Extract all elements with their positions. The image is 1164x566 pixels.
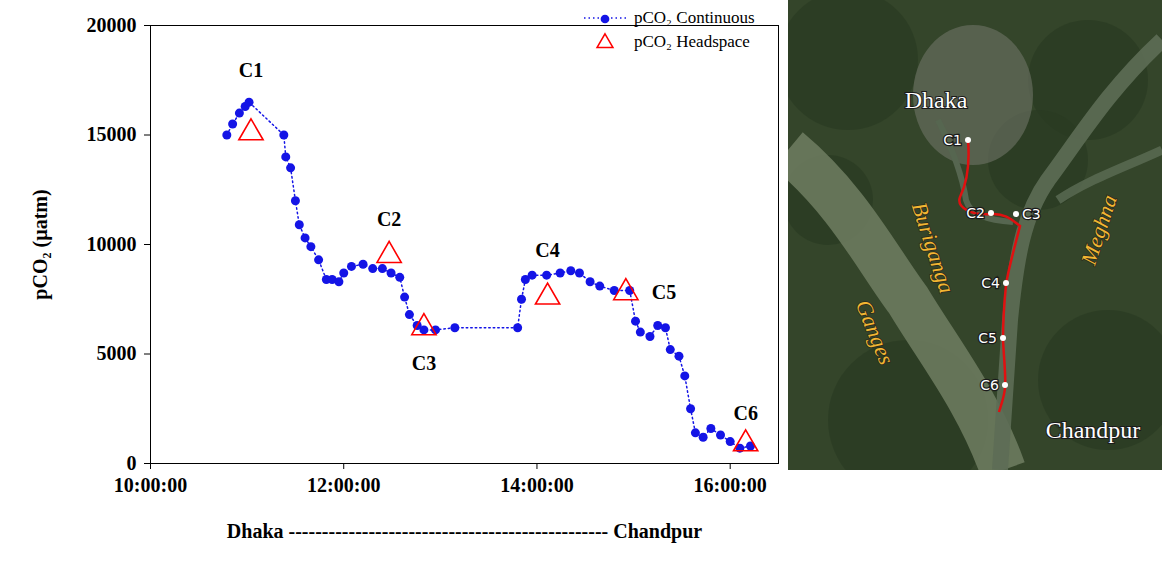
svg-text:C3: C3 — [412, 352, 436, 374]
svg-text:10:00:00: 10:00:00 — [114, 474, 187, 496]
svg-text:C5: C5 — [652, 281, 676, 303]
svg-text:14:00:00: 14:00:00 — [500, 474, 573, 496]
svg-text:10000: 10000 — [87, 233, 137, 255]
svg-text:Meghna: Meghna — [1076, 192, 1122, 269]
svg-text:pCO₂ (µatm): pCO₂ (µatm) — [29, 189, 52, 299]
svg-text:Buriganga: Buriganga — [907, 199, 960, 296]
svg-text:C1: C1 — [239, 59, 263, 81]
html-text:pCO₂ Continuous: pCO₂ Continuous — [634, 8, 755, 27]
svg-text:C5: C5 — [978, 330, 997, 346]
svg-text:5000: 5000 — [97, 342, 137, 364]
svg-text:C2: C2 — [966, 205, 985, 221]
svg-text:Chandpur: Chandpur — [1046, 417, 1141, 443]
svg-text:C3: C3 — [1022, 206, 1041, 222]
svg-text:C4: C4 — [535, 239, 559, 261]
svg-text:C2: C2 — [377, 208, 401, 230]
svg-text:C6: C6 — [733, 402, 757, 424]
svg-text:16:00:00: 16:00:00 — [694, 474, 767, 496]
svg-text:20000: 20000 — [87, 14, 137, 36]
svg-text:C4: C4 — [981, 275, 1000, 291]
svg-text:12:00:00: 12:00:00 — [307, 474, 380, 496]
svg-text:Dhaka: Dhaka — [905, 87, 968, 113]
svg-text:Dhaka ------------------------: Dhaka ----------------------------------… — [227, 520, 702, 543]
html-text:pCO₂ Headspace: pCO₂ Headspace — [634, 32, 750, 51]
svg-text:0: 0 — [127, 452, 137, 474]
svg-text:15000: 15000 — [87, 123, 137, 145]
svg-text:Ganges: Ganges — [851, 296, 899, 368]
svg-text:C1: C1 — [943, 132, 962, 148]
svg-text:C6: C6 — [980, 377, 999, 393]
